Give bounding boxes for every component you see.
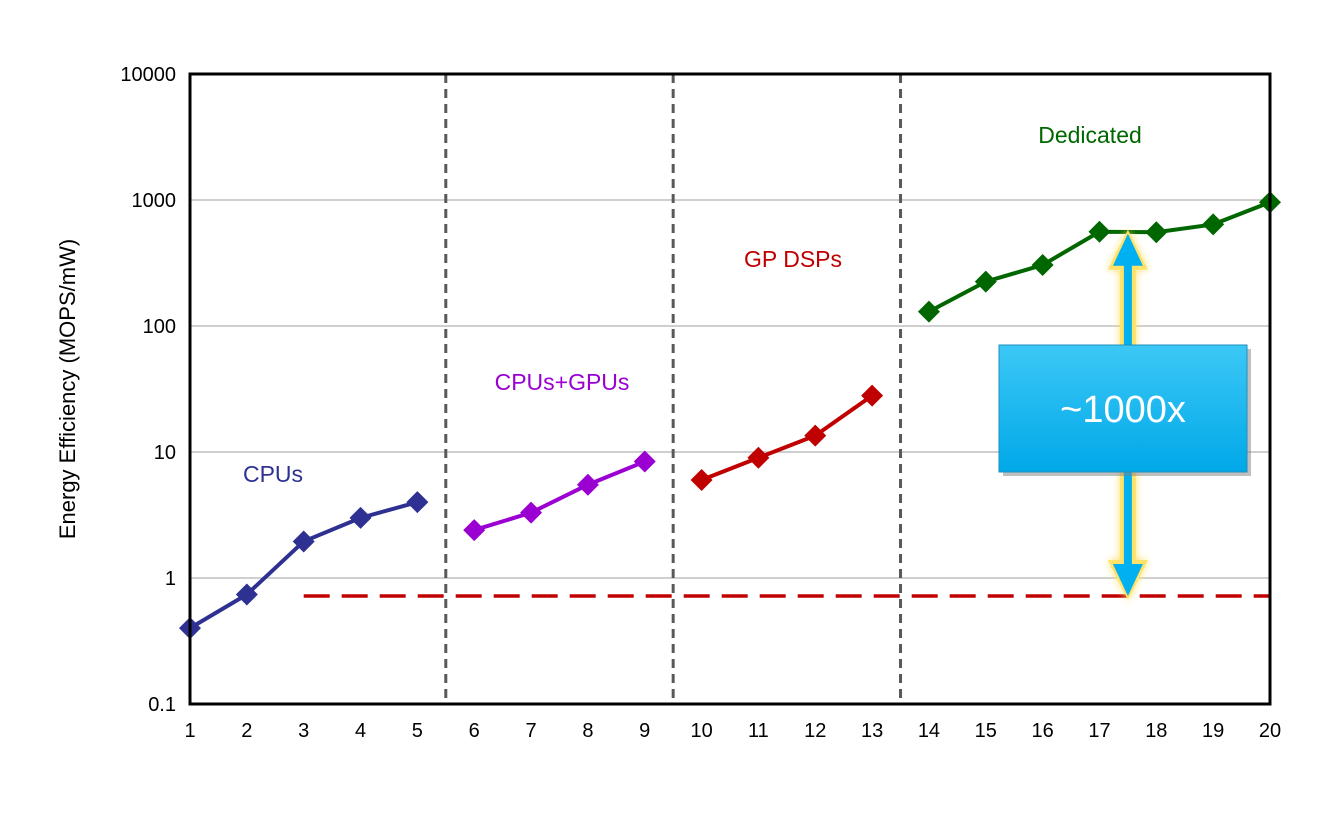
data-point [235, 583, 258, 606]
series-line [700, 394, 874, 482]
label-gp-dsps: GP DSPs [744, 246, 842, 272]
x-tick-label: 17 [1088, 720, 1110, 742]
data-point [633, 450, 656, 473]
callout-box [998, 344, 1248, 473]
x-tick-label: 1 [184, 720, 195, 742]
data-point [292, 530, 315, 553]
arrow-head-down [1112, 563, 1143, 596]
x-tick-label: 6 [469, 720, 480, 742]
plot-frame [188, 72, 1272, 706]
data-series [179, 191, 1281, 640]
x-tick-label: 18 [1145, 720, 1167, 742]
x-tick-label: 5 [412, 720, 423, 742]
x-tick-label: 11 [748, 720, 769, 742]
label-cpus: CPUs [243, 461, 303, 487]
x-tick-label: 13 [861, 720, 883, 742]
callout-label: ~1000x [1060, 389, 1186, 431]
series-line [188, 500, 418, 630]
data-point [747, 446, 770, 469]
x-tick-label: 7 [525, 720, 536, 742]
x-tick-label: 16 [1032, 720, 1054, 742]
x-tick-label: 15 [975, 720, 997, 742]
x-tick-label: 14 [918, 720, 940, 742]
data-point [917, 300, 940, 323]
x-tick-label: 10 [690, 720, 712, 742]
data-point [1145, 221, 1168, 244]
x-tick-label: 8 [582, 720, 593, 742]
y-tick-label: 0.1 [148, 694, 176, 716]
y-axis-ticks: 0.1 1 10 100 1000 10000 [120, 64, 176, 716]
x-tick-label: 20 [1259, 720, 1281, 742]
x-tick-label: 9 [639, 720, 650, 742]
x-axis-ticks: 1 2 3 4 5 6 7 8 9 10 11 12 13 14 15 16 17 18 19 20 [184, 720, 1281, 742]
y-tick-label: 10 [154, 442, 176, 464]
data-point [463, 519, 486, 542]
x-tick-label: 2 [241, 720, 252, 742]
x-tick-label: 3 [298, 720, 309, 742]
y-tick-label: 1 [165, 568, 176, 590]
data-point [1031, 253, 1054, 276]
label-dedicated: Dedicated [1038, 122, 1142, 148]
series-line [473, 459, 646, 533]
y-tick-label: 10000 [120, 64, 176, 86]
data-point [520, 501, 543, 524]
x-tick-label: 19 [1202, 720, 1224, 742]
data-point [690, 468, 713, 491]
y-axis-label: Energy Efficiency (MOPS/mW) [55, 239, 80, 539]
callout: ~1000x [998, 229, 1251, 600]
x-tick-label: 4 [355, 720, 366, 742]
data-point [974, 270, 997, 293]
data-point [861, 384, 884, 407]
data-point [576, 473, 599, 496]
x-tick-label: 12 [804, 720, 826, 742]
data-point [349, 506, 372, 529]
label-cpus-gpus: CPUs+GPUs [495, 369, 630, 395]
data-point [1202, 213, 1225, 236]
data-point [804, 424, 827, 447]
y-tick-label: 100 [143, 316, 176, 338]
data-point [1088, 220, 1111, 243]
arrow-head-up [1112, 233, 1143, 266]
y-tick-label: 1000 [132, 190, 177, 212]
series-line [928, 200, 1271, 314]
data-point [406, 491, 429, 514]
segment-dividers [444, 74, 903, 704]
